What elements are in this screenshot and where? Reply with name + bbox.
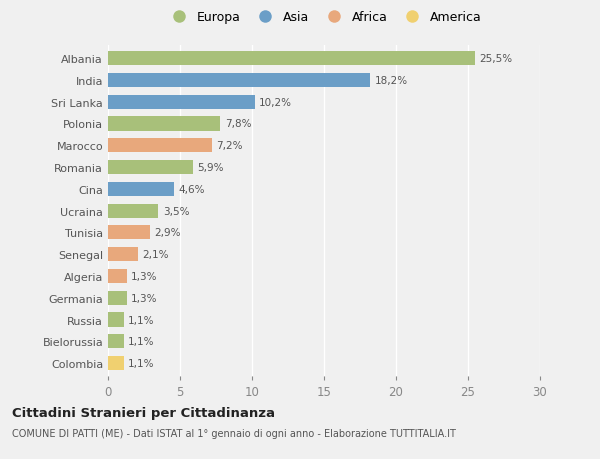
Bar [108, 247, 138, 262]
Text: 18,2%: 18,2% [374, 76, 407, 86]
Bar [108, 335, 124, 349]
Legend: Europa, Asia, Africa, America: Europa, Asia, Africa, America [161, 6, 487, 29]
Text: 7,8%: 7,8% [224, 119, 251, 129]
Text: 4,6%: 4,6% [179, 185, 205, 195]
Text: 5,9%: 5,9% [197, 162, 224, 173]
Text: COMUNE DI PATTI (ME) - Dati ISTAT al 1° gennaio di ogni anno - Elaborazione TUTT: COMUNE DI PATTI (ME) - Dati ISTAT al 1° … [12, 428, 456, 438]
Bar [108, 356, 124, 370]
Text: 1,3%: 1,3% [131, 271, 158, 281]
Text: 1,1%: 1,1% [128, 336, 155, 347]
Text: 25,5%: 25,5% [479, 54, 512, 64]
Bar [108, 161, 193, 175]
Bar [108, 204, 158, 218]
Text: 1,1%: 1,1% [128, 358, 155, 368]
Bar [108, 182, 174, 196]
Text: 3,5%: 3,5% [163, 206, 189, 216]
Text: 2,1%: 2,1% [143, 250, 169, 260]
Bar [108, 291, 127, 305]
Text: 1,3%: 1,3% [131, 293, 158, 303]
Text: 7,2%: 7,2% [216, 141, 242, 151]
Bar [108, 73, 370, 88]
Text: 2,9%: 2,9% [154, 228, 181, 238]
Bar [108, 313, 124, 327]
Bar [108, 139, 212, 153]
Bar [108, 117, 220, 131]
Bar [108, 52, 475, 66]
Text: Cittadini Stranieri per Cittadinanza: Cittadini Stranieri per Cittadinanza [12, 406, 275, 419]
Text: 10,2%: 10,2% [259, 97, 292, 107]
Bar [108, 226, 150, 240]
Text: 1,1%: 1,1% [128, 315, 155, 325]
Bar [108, 95, 255, 110]
Bar [108, 269, 127, 284]
